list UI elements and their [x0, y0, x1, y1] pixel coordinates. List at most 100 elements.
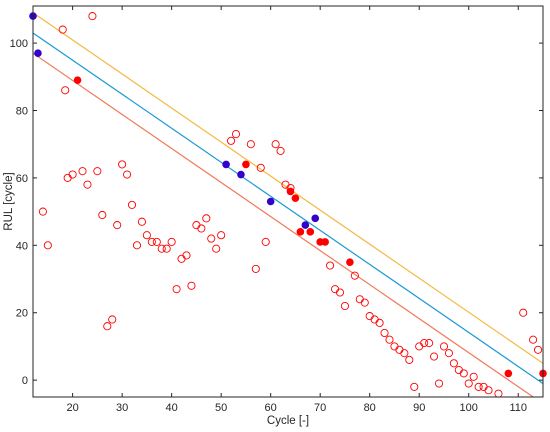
open-point: [202, 214, 211, 223]
open-point: [43, 241, 52, 250]
open-point: [132, 241, 142, 250]
open-point: [454, 365, 463, 375]
open-point: [38, 207, 47, 216]
line-lower: [33, 52, 535, 397]
data-points: [29, 12, 547, 398]
open-point: [276, 146, 285, 155]
open-point: [152, 237, 161, 246]
plot-frame: [32, 5, 544, 398]
x-tick-label: 50: [215, 402, 227, 414]
open-point: [519, 308, 528, 317]
x-tick-label: 80: [364, 402, 376, 414]
x-tick-label: 90: [413, 402, 425, 414]
open-point: [207, 234, 216, 243]
red-filled-point: [291, 194, 300, 202]
open-point: [330, 285, 340, 294]
open-point: [400, 349, 409, 358]
open-point: [261, 237, 270, 246]
open-point: [256, 163, 265, 172]
open-point: [162, 244, 171, 253]
open-point: [335, 288, 345, 297]
open-point: [464, 379, 473, 388]
axis-ticks: 20 30 40 50 60 70 80 90 100 110 0 20 40 60 80 100: [10, 6, 543, 414]
x-tick-label: 60: [265, 402, 277, 414]
open-point: [63, 173, 72, 182]
open-point: [370, 315, 379, 324]
y-tick-label: 20: [16, 308, 28, 320]
open-point: [494, 389, 503, 398]
open-point: [390, 342, 399, 351]
open-point: [430, 352, 439, 361]
open-point: [231, 130, 241, 139]
open-point: [380, 328, 389, 338]
open-point: [93, 167, 102, 176]
red-filled-point: [73, 76, 82, 84]
open-point: [251, 264, 260, 273]
open-point: [529, 335, 538, 344]
open-point: [61, 86, 70, 95]
open-point: [355, 295, 364, 304]
open-point: [187, 281, 196, 290]
red-filled-point: [504, 369, 513, 378]
open-point: [58, 25, 67, 34]
red-filled-point: [306, 228, 315, 236]
x-tick-label: 110: [509, 402, 527, 414]
open-point: [449, 359, 458, 368]
blue-filled-point: [311, 214, 320, 223]
open-point: [360, 298, 369, 307]
open-point: [405, 355, 414, 364]
open-point: [375, 318, 384, 327]
open-point: [533, 345, 543, 354]
open-point: [103, 322, 112, 331]
open-point: [118, 160, 127, 169]
open-point: [350, 271, 359, 280]
y-tick-label: 80: [16, 105, 28, 117]
open-point: [484, 386, 493, 395]
open-point: [83, 180, 92, 189]
y-tick-label: 60: [16, 173, 28, 185]
open-point: [192, 221, 201, 230]
open-point: [113, 221, 122, 230]
open-point: [444, 349, 453, 358]
open-point: [227, 136, 236, 145]
open-point: [78, 167, 87, 176]
open-point: [167, 237, 176, 246]
open-point: [479, 382, 488, 391]
open-point: [474, 382, 483, 391]
open-point: [123, 170, 132, 179]
open-point: [88, 12, 97, 21]
x-tick-label: 20: [66, 402, 78, 414]
open-point: [142, 231, 151, 240]
open-point: [365, 312, 374, 321]
open-point: [108, 315, 117, 324]
open-point: [459, 369, 468, 378]
open-point: [147, 237, 156, 246]
x-tick-label: 70: [314, 402, 326, 414]
y-tick-label: 0: [22, 375, 28, 387]
x-tick-label: 30: [116, 402, 128, 414]
open-point: [212, 244, 221, 253]
red-filled-point: [296, 228, 305, 236]
open-point: [434, 379, 444, 388]
open-point: [137, 217, 146, 226]
open-point: [172, 285, 181, 294]
blue-filled-point: [301, 221, 310, 229]
open-point: [415, 342, 424, 351]
open-point: [246, 140, 255, 149]
open-point: [197, 224, 206, 233]
open-point: [420, 339, 429, 348]
open-point: [98, 210, 107, 220]
x-axis-label: Cycle [-]: [267, 415, 309, 427]
red-filled-point: [286, 187, 295, 196]
open-point: [326, 261, 335, 270]
blue-filled-point: [266, 197, 275, 206]
open-point: [395, 345, 404, 354]
open-point: [157, 244, 166, 253]
open-point: [127, 200, 137, 209]
y-tick-label: 100: [10, 38, 28, 50]
red-filled-point: [321, 238, 329, 246]
open-point: [68, 170, 77, 179]
red-filled-point: [346, 258, 354, 266]
blue-filled-point: [34, 49, 42, 57]
